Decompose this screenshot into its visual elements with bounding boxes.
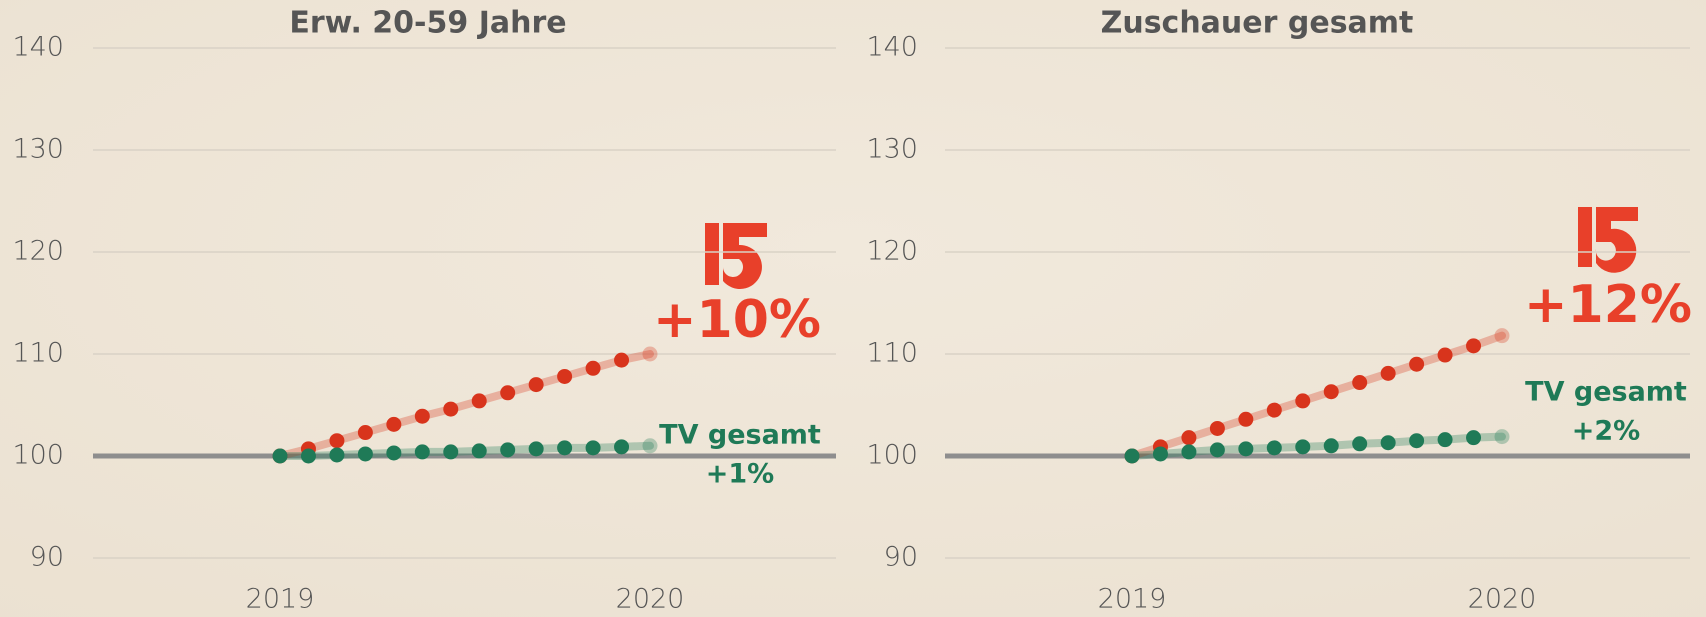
data-point bbox=[1266, 440, 1282, 456]
data-point bbox=[414, 444, 430, 460]
y-tick-label: 130 bbox=[866, 134, 918, 165]
data-point bbox=[1238, 441, 1254, 457]
data-point bbox=[500, 442, 516, 458]
data-point bbox=[357, 446, 373, 462]
data-point bbox=[1437, 432, 1453, 448]
data-point bbox=[329, 447, 345, 463]
data-point bbox=[414, 408, 430, 424]
y-tick-label: 120 bbox=[12, 236, 64, 267]
annotation: +1% bbox=[706, 459, 774, 490]
data-point bbox=[329, 433, 345, 449]
y-tick-label: 100 bbox=[866, 440, 918, 471]
data-point bbox=[1466, 338, 1482, 354]
data-point bbox=[642, 346, 658, 362]
data-point bbox=[1323, 384, 1339, 400]
data-point bbox=[300, 448, 316, 464]
data-point bbox=[1380, 435, 1396, 451]
data-point bbox=[614, 439, 630, 455]
data-point bbox=[585, 440, 601, 456]
y-tick-label: 110 bbox=[12, 338, 64, 369]
chart-title: Zuschauer gesamt bbox=[1101, 6, 1414, 41]
x-tick-label: 2019 bbox=[246, 584, 315, 615]
y-tick-label: 140 bbox=[866, 32, 918, 63]
annotation: TV gesamt bbox=[659, 420, 821, 451]
y-tick-label: 100 bbox=[12, 440, 64, 471]
data-point bbox=[585, 360, 601, 376]
x-tick-label: 2019 bbox=[1098, 584, 1167, 615]
data-point bbox=[1437, 347, 1453, 363]
data-point bbox=[1238, 411, 1254, 427]
data-point bbox=[1152, 446, 1168, 462]
annotation: +12% bbox=[1524, 275, 1692, 335]
y-tick-label: 90 bbox=[30, 542, 64, 573]
data-point bbox=[386, 416, 402, 432]
data-point bbox=[1352, 375, 1368, 391]
y-tick-label: 120 bbox=[866, 236, 918, 267]
data-point bbox=[471, 393, 487, 409]
data-point bbox=[357, 425, 373, 441]
data-point bbox=[1494, 429, 1510, 445]
data-point bbox=[1494, 328, 1510, 344]
data-point bbox=[1124, 448, 1140, 464]
data-point bbox=[528, 377, 544, 393]
data-point bbox=[1409, 433, 1425, 449]
annotation: +10% bbox=[653, 290, 821, 350]
data-point bbox=[1209, 420, 1225, 436]
data-point bbox=[1380, 365, 1396, 381]
data-point bbox=[1295, 393, 1311, 409]
y-tick-label: 90 bbox=[884, 542, 918, 573]
logo bbox=[705, 223, 767, 289]
data-point bbox=[272, 448, 288, 464]
data-point bbox=[1409, 356, 1425, 372]
data-point bbox=[1181, 430, 1197, 446]
data-point bbox=[1352, 436, 1368, 452]
data-point bbox=[528, 441, 544, 457]
data-point bbox=[1209, 442, 1225, 458]
x-tick-label: 2020 bbox=[616, 584, 685, 615]
data-point bbox=[614, 352, 630, 368]
y-tick-label: 110 bbox=[866, 338, 918, 369]
data-point bbox=[642, 438, 658, 454]
annotation: +2% bbox=[1572, 416, 1640, 447]
data-point bbox=[443, 444, 459, 460]
y-tick-label: 130 bbox=[12, 134, 64, 165]
data-point bbox=[1466, 430, 1482, 446]
logo bbox=[1578, 207, 1638, 273]
y-tick-label: 140 bbox=[12, 32, 64, 63]
data-point bbox=[557, 440, 573, 456]
data-point bbox=[471, 443, 487, 459]
data-point bbox=[443, 401, 459, 417]
data-point bbox=[1266, 402, 1282, 418]
data-point bbox=[1181, 444, 1197, 460]
data-point bbox=[1323, 438, 1339, 454]
data-point bbox=[557, 368, 573, 384]
annotation: TV gesamt bbox=[1525, 377, 1687, 408]
x-tick-label: 2020 bbox=[1468, 584, 1537, 615]
data-point bbox=[1295, 439, 1311, 455]
data-point bbox=[500, 385, 516, 401]
chart-title: Erw. 20-59 Jahre bbox=[289, 6, 566, 41]
data-point bbox=[386, 445, 402, 461]
